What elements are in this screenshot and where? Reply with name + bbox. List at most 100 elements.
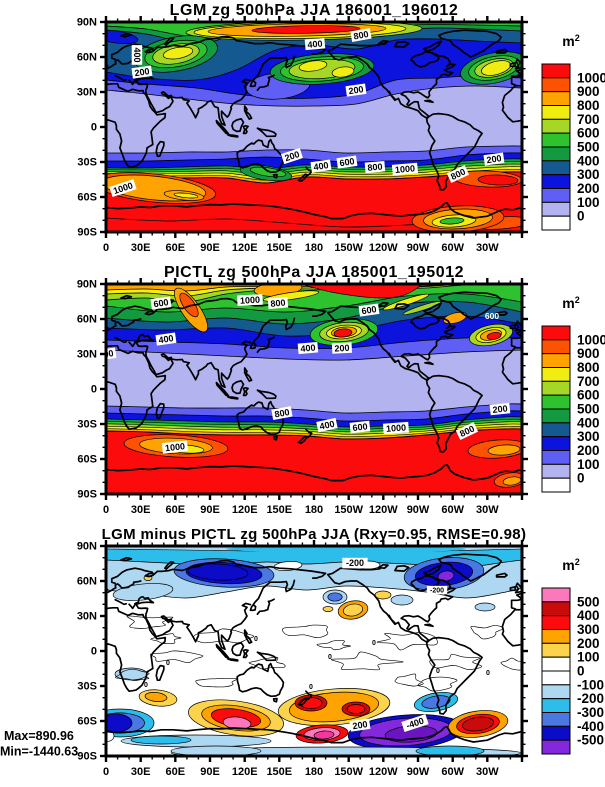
- svg-text:30W: 30W: [476, 766, 499, 778]
- svg-text:60W: 60W: [441, 242, 464, 254]
- svg-text:900: 900: [577, 346, 600, 361]
- svg-text:-500: -500: [577, 733, 604, 748]
- svg-text:-100: -100: [577, 677, 604, 692]
- svg-text:30W: 30W: [476, 242, 499, 254]
- svg-text:200: 200: [577, 181, 600, 196]
- svg-text:90N: 90N: [77, 541, 97, 553]
- svg-text:0: 0: [309, 684, 313, 691]
- svg-text:0: 0: [144, 682, 148, 689]
- svg-text:200: 200: [334, 343, 350, 354]
- svg-text:200: 200: [577, 636, 600, 651]
- svg-text:400: 400: [577, 415, 600, 430]
- svg-text:60N: 60N: [77, 314, 97, 326]
- svg-text:0: 0: [166, 660, 170, 667]
- svg-text:600: 600: [361, 304, 377, 316]
- svg-text:120W: 120W: [369, 766, 398, 778]
- svg-text:300: 300: [577, 167, 600, 182]
- svg-text:600: 600: [485, 311, 499, 321]
- svg-text:150E: 150E: [266, 504, 292, 516]
- svg-text:Min=-1440.63: Min=-1440.63: [0, 745, 78, 759]
- svg-text:500: 500: [577, 402, 600, 417]
- svg-text:0: 0: [577, 471, 585, 486]
- svg-text:800: 800: [353, 29, 370, 41]
- svg-text:200: 200: [492, 403, 508, 415]
- svg-text:60S: 60S: [77, 454, 97, 466]
- svg-text:0: 0: [103, 766, 109, 778]
- svg-text:600: 600: [577, 126, 600, 141]
- svg-text:-400: -400: [577, 719, 604, 734]
- svg-text:1000: 1000: [577, 332, 605, 347]
- svg-text:200: 200: [577, 443, 600, 458]
- svg-text:800: 800: [577, 360, 600, 375]
- svg-text:60E: 60E: [166, 242, 186, 254]
- svg-text:800: 800: [274, 407, 291, 419]
- svg-text:90S: 90S: [77, 489, 97, 501]
- svg-text:-200: -200: [577, 691, 604, 706]
- svg-text:60S: 60S: [77, 192, 97, 204]
- svg-text:0: 0: [577, 664, 585, 679]
- svg-text:60E: 60E: [166, 766, 186, 778]
- svg-text:30N: 30N: [77, 87, 97, 99]
- svg-text:90S: 90S: [77, 751, 97, 763]
- svg-text:180: 180: [305, 766, 323, 778]
- svg-text:200: 200: [352, 719, 368, 731]
- svg-text:90W: 90W: [407, 242, 430, 254]
- svg-text:1000: 1000: [577, 70, 605, 85]
- svg-text:0: 0: [91, 646, 97, 658]
- svg-text:1000: 1000: [240, 295, 261, 306]
- svg-text:0: 0: [103, 242, 109, 254]
- svg-text:0: 0: [372, 640, 376, 647]
- svg-text:0: 0: [103, 504, 109, 516]
- svg-text:200: 200: [134, 66, 150, 78]
- svg-text:400: 400: [307, 39, 323, 50]
- svg-text:90W: 90W: [407, 766, 430, 778]
- svg-text:0: 0: [486, 670, 490, 677]
- svg-text:PICTL zg 500hPa JJA 185001_195: PICTL zg 500hPa JJA 185001_195012: [164, 264, 464, 281]
- svg-text:400: 400: [132, 47, 142, 62]
- svg-text:150E: 150E: [266, 766, 292, 778]
- svg-text:500: 500: [577, 594, 600, 609]
- svg-text:800: 800: [367, 162, 383, 173]
- svg-text:0: 0: [577, 209, 585, 224]
- svg-text:120W: 120W: [369, 242, 398, 254]
- svg-text:30S: 30S: [77, 419, 97, 431]
- svg-text:600: 600: [339, 156, 355, 168]
- svg-text:1000: 1000: [165, 441, 186, 453]
- svg-text:150E: 150E: [266, 242, 292, 254]
- svg-text:60N: 60N: [77, 52, 97, 64]
- svg-text:800: 800: [577, 98, 600, 113]
- svg-text:500: 500: [577, 140, 600, 155]
- svg-text:90E: 90E: [200, 242, 220, 254]
- svg-text:120E: 120E: [232, 242, 258, 254]
- svg-text:30N: 30N: [77, 349, 97, 361]
- svg-text:400: 400: [577, 153, 600, 168]
- svg-text:90E: 90E: [200, 766, 220, 778]
- svg-text:600: 600: [153, 297, 169, 309]
- svg-text:120E: 120E: [232, 766, 258, 778]
- svg-text:LGM minus PICTL zg 500hPa JJA: LGM minus PICTL zg 500hPa JJA (Rxy=0.95,…: [102, 526, 527, 543]
- svg-text:-300: -300: [577, 705, 604, 720]
- svg-text:30E: 30E: [131, 504, 151, 516]
- svg-text:300: 300: [577, 622, 600, 637]
- svg-text:90S: 90S: [77, 227, 97, 239]
- svg-text:1000: 1000: [386, 423, 407, 434]
- svg-text:30E: 30E: [131, 242, 151, 254]
- svg-text:180: 180: [305, 242, 323, 254]
- svg-text:150W: 150W: [334, 766, 363, 778]
- svg-text:60E: 60E: [166, 504, 186, 516]
- svg-text:150W: 150W: [334, 242, 363, 254]
- svg-text:60S: 60S: [77, 716, 97, 728]
- svg-text:LGM zg 500hPa JJA 186001_19601: LGM zg 500hPa JJA 186001_196012: [170, 2, 459, 19]
- svg-text:120E: 120E: [232, 504, 258, 516]
- svg-text:60W: 60W: [441, 504, 464, 516]
- svg-text:90N: 90N: [77, 279, 97, 291]
- svg-text:90E: 90E: [200, 504, 220, 516]
- svg-text:-200: -200: [346, 558, 364, 568]
- svg-text:90N: 90N: [77, 17, 97, 29]
- svg-text:0: 0: [254, 636, 258, 643]
- svg-text:400: 400: [300, 343, 316, 354]
- svg-text:30N: 30N: [77, 611, 97, 623]
- svg-text:-200: -200: [430, 588, 444, 595]
- svg-text:150W: 150W: [334, 504, 363, 516]
- svg-text:400: 400: [577, 608, 600, 623]
